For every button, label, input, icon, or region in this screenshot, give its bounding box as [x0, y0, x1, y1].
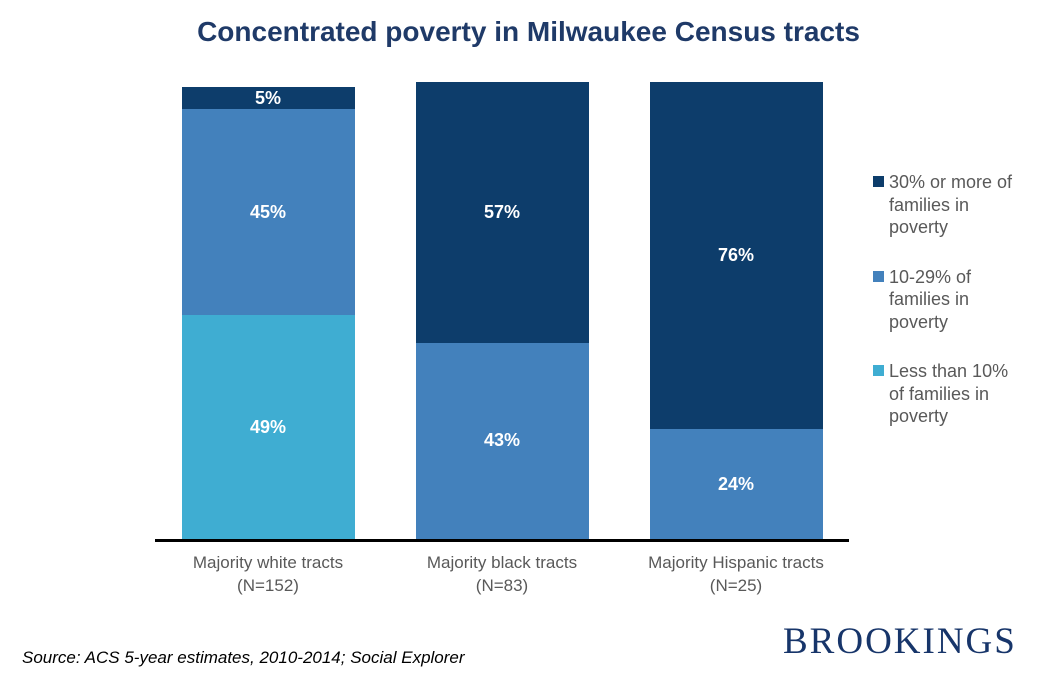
legend-item-1: 30% or more of families in poverty — [873, 171, 1012, 239]
brookings-logo: BROOKINGS — [783, 621, 1017, 662]
bar-segment: 24% — [649, 429, 823, 539]
legend-label: Less than 10% of families in poverty — [889, 360, 1008, 428]
legend-label-line: poverty — [889, 311, 949, 332]
chart-title: Concentrated poverty in Milwaukee Census… — [197, 16, 860, 47]
bars-row: 49% 45% 5% 43% 57% 24% 76% — [155, 82, 849, 539]
bar-segment: 43% — [415, 342, 589, 539]
stacked-bar-1: 49% 45% 5% — [181, 86, 355, 539]
bar-segment: 49% — [181, 315, 355, 539]
bar-value-label: 43% — [483, 430, 521, 451]
legend-label-line: families in — [889, 194, 970, 215]
legend-label-line: poverty — [889, 217, 949, 237]
category-label-text: Majority Hispanic tracts (N=25) — [621, 552, 851, 598]
legend-label-line: families in — [889, 289, 970, 309]
category-n: (N=25) — [709, 575, 763, 595]
bar-value-label: 76% — [717, 245, 755, 266]
legend-item-2: 10-29% of families in poverty — [873, 266, 1012, 334]
bar-segment: 57% — [415, 82, 589, 343]
legend-label-line: Less than 10% — [889, 361, 1009, 381]
stacked-bar-2: 43% 57% — [415, 82, 589, 539]
category-labels-row: Majority white tracts (N=152) Majority bla… — [155, 552, 849, 598]
legend: 30% or more of families in poverty 10-29% o… — [873, 171, 1012, 455]
bar-segment: 45% — [181, 109, 355, 316]
bar-value-label: 57% — [483, 201, 521, 222]
bar-value-label: 24% — [717, 473, 755, 494]
category-n: (N=83) — [475, 575, 529, 595]
category-name: Majority black tracts — [426, 553, 578, 572]
category-name: Majority white tracts — [192, 553, 344, 572]
bar-value-label: 49% — [249, 416, 287, 437]
legend-label: 10-29% of families in poverty — [889, 266, 971, 334]
plot-area: 49% 45% 5% 43% 57% 24% 76% — [155, 82, 849, 542]
legend-swatch-icon — [873, 176, 884, 187]
legend-swatch-icon — [873, 270, 884, 282]
category-label-text: Majority white tracts (N=152) — [153, 552, 383, 598]
bar-value-label: 45% — [249, 201, 287, 222]
category-label-1: Majority white tracts (N=152) — [182, 552, 355, 598]
source-note: Source: ACS 5-year estimates, 2010-2014;… — [22, 648, 465, 667]
legend-item-3: Less than 10% of families in poverty — [873, 360, 1012, 428]
legend-label-line: poverty — [889, 406, 949, 426]
legend-label-line: 30% or more of — [889, 172, 1013, 192]
legend-label: 30% or more of families in poverty — [889, 171, 1012, 239]
legend-label-line: of families in — [889, 383, 990, 404]
legend-label-line: 10-29% of — [889, 266, 972, 287]
bar-segment: 5% — [181, 86, 355, 110]
category-name: Majority Hispanic tracts — [648, 553, 824, 572]
bar-segment: 76% — [649, 82, 823, 430]
category-n: (N=152) — [237, 575, 299, 595]
category-label-2: Majority black tracts (N=83) — [416, 552, 589, 598]
category-label-text: Majority black tracts (N=83) — [387, 552, 617, 598]
legend-swatch-icon — [873, 365, 884, 376]
bar-value-label: 5% — [254, 87, 281, 108]
stacked-bar-3: 24% 76% — [649, 82, 823, 539]
category-label-3: Majority Hispanic tracts (N=25) — [648, 552, 824, 598]
